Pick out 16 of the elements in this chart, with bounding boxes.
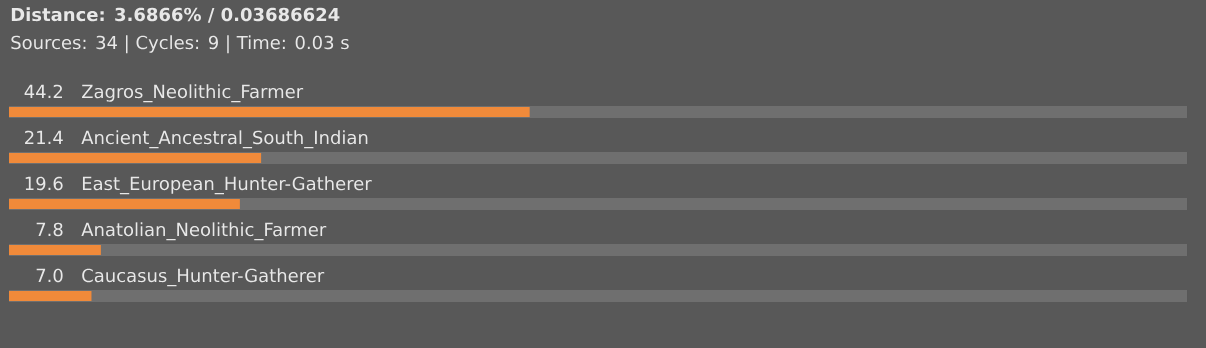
chart-title: Distance: 3.6866% / 0.03686624 [11,7,340,23]
y-tick-label: Caucasus_Hunter-Gatherer [82,268,325,287]
data-label: 7.0 [36,268,63,283]
chart-subtitle: Sources: 34 | Cycles: 9 | Time: 0.03 s [11,35,349,54]
y-tick-label: Ancient_Ancestral_South_Indian [81,130,368,149]
data-label: 44.2 [24,84,62,98]
bar [9,199,240,209]
y-tick-label: East_European_Hunter-Gatherer [82,176,372,195]
bar [9,153,262,163]
bar [9,291,92,301]
data-label: 21.4 [25,130,63,144]
y-tick-label: Anatolian_Neolithic_Farmer [81,222,327,241]
data-label: 19.6 [25,176,63,191]
y-tick-label: Zagros_Neolithic_Farmer [82,84,304,103]
bar [9,245,101,255]
data-label: 7.8 [36,222,63,237]
